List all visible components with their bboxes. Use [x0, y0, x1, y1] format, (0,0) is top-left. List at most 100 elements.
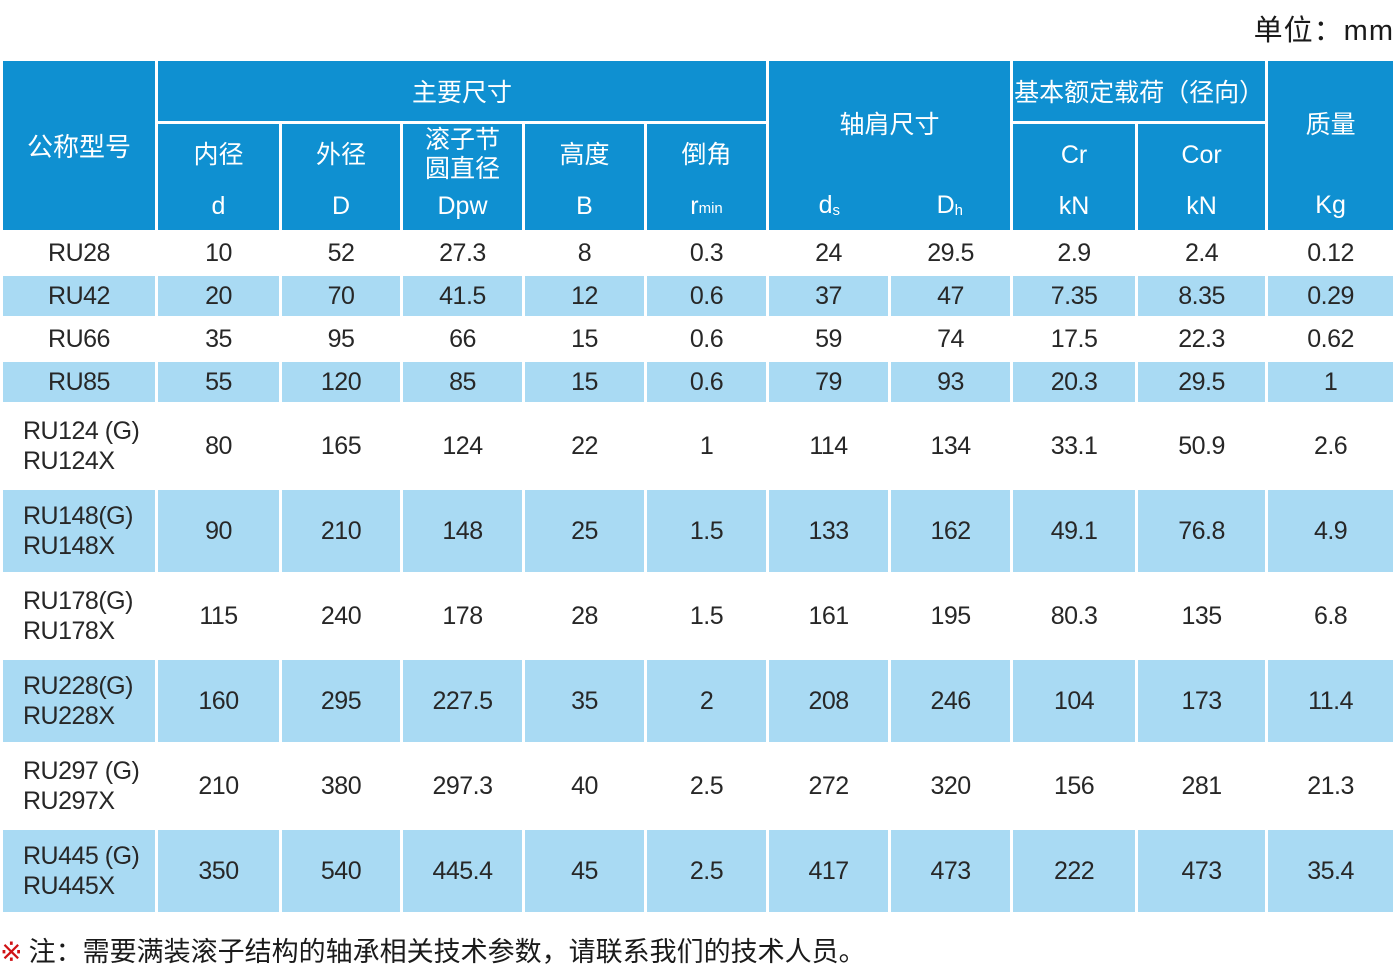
value-cell: 74: [891, 319, 1011, 359]
model-cell: RU178(G) RU178X: [3, 575, 155, 657]
value-cell: 8: [525, 233, 644, 273]
value-cell: 2.6: [1268, 405, 1394, 487]
value-cell: 35: [158, 319, 279, 359]
value-cell: 25: [525, 490, 644, 572]
value-cell: 80.3: [1013, 575, 1136, 657]
value-cell: 297.3: [403, 745, 522, 827]
value-cell: 246: [891, 660, 1011, 742]
table-row: RU445 (G) RU445X 350 540 445.4 45 2.5 417 473 22…: [3, 830, 1394, 912]
value-cell: 540: [282, 830, 400, 912]
value-cell: 2.9: [1013, 233, 1136, 273]
value-cell: 1: [1268, 362, 1394, 402]
model-cell: RU42: [3, 276, 155, 316]
value-cell: 52: [282, 233, 400, 273]
value-cell: 6.8: [1268, 575, 1394, 657]
value-cell: 79: [769, 362, 889, 402]
value-cell: 272: [769, 745, 889, 827]
col-header-chamfer: 倒角 r min: [647, 124, 767, 230]
value-cell: 208: [769, 660, 889, 742]
col-header-inner-diameter: 内径 d: [158, 124, 279, 230]
value-cell: 178: [403, 575, 522, 657]
table-row: RU228(G) RU228X 160 295 227.5 35 2 208 246 104 17…: [3, 660, 1394, 742]
value-cell: 104: [1013, 660, 1136, 742]
col-header-height: 高度 B: [525, 124, 644, 230]
value-cell: 240: [282, 575, 400, 657]
model-cell: RU85: [3, 362, 155, 402]
value-cell: 0.29: [1268, 276, 1394, 316]
value-cell: 222: [1013, 830, 1136, 912]
model-cell: RU297 (G) RU297X: [3, 745, 155, 827]
value-cell: 35: [525, 660, 644, 742]
value-cell: 37: [769, 276, 889, 316]
value-cell: 7.35: [1013, 276, 1136, 316]
model-cell: RU124 (G) RU124X: [3, 405, 155, 487]
value-cell: 114: [769, 405, 889, 487]
bearing-spec-table: 公称型号 主要尺寸 轴肩尺寸 ds Dh 基本额定载荷（径向） 质量: [0, 58, 1396, 915]
value-cell: 380: [282, 745, 400, 827]
value-cell: 350: [158, 830, 279, 912]
value-cell: 20: [158, 276, 279, 316]
table-row: RU85 55 120 85 15 0.6 79 93 20.3 29.5 1: [3, 362, 1394, 402]
value-cell: 85: [403, 362, 522, 402]
value-cell: 0.6: [647, 319, 767, 359]
value-cell: 29.5: [891, 233, 1011, 273]
value-cell: 148: [403, 490, 522, 572]
value-cell: 24: [769, 233, 889, 273]
value-cell: 17.5: [1013, 319, 1136, 359]
value-cell: 124: [403, 405, 522, 487]
value-cell: 210: [158, 745, 279, 827]
value-cell: 4.9: [1268, 490, 1394, 572]
value-cell: 8.35: [1138, 276, 1266, 316]
value-cell: 0.3: [647, 233, 767, 273]
col-header-cor: Cor kN: [1138, 124, 1266, 230]
value-cell: 10: [158, 233, 279, 273]
value-cell: 161: [769, 575, 889, 657]
unit-label: 单位：mm: [1253, 15, 1394, 47]
value-cell: 11.4: [1268, 660, 1394, 742]
value-cell: 40: [525, 745, 644, 827]
value-cell: 21.3: [1268, 745, 1394, 827]
col-group-basic-load-rating: 基本额定载荷（径向）: [1013, 61, 1266, 121]
mass-title: 质量: [1305, 110, 1356, 139]
value-cell: 0.6: [647, 362, 767, 402]
col-header-dh: Dh: [936, 191, 964, 219]
col-header-outer-diameter: 外径 D: [282, 124, 400, 230]
table-row: RU148(G) RU148X 90 210 148 25 1.5 133 162 49.1 76…: [3, 490, 1394, 572]
model-cell: RU28: [3, 233, 155, 273]
value-cell: 50.9: [1138, 405, 1266, 487]
table-row: RU178(G) RU178X 115 240 178 28 1.5 161 195 80.3 1…: [3, 575, 1394, 657]
value-cell: 95: [282, 319, 400, 359]
model-cell: RU66: [3, 319, 155, 359]
value-cell: 76.8: [1138, 490, 1266, 572]
value-cell: 0.62: [1268, 319, 1394, 359]
value-cell: 47: [891, 276, 1011, 316]
value-cell: 35.4: [1268, 830, 1394, 912]
value-cell: 1: [647, 405, 767, 487]
value-cell: 281: [1138, 745, 1266, 827]
value-cell: 90: [158, 490, 279, 572]
value-cell: 473: [1138, 830, 1266, 912]
value-cell: 12: [525, 276, 644, 316]
value-cell: 195: [891, 575, 1011, 657]
value-cell: 210: [282, 490, 400, 572]
value-cell: 28: [525, 575, 644, 657]
value-cell: 66: [403, 319, 522, 359]
value-cell: 59: [769, 319, 889, 359]
col-header-model: 公称型号: [3, 61, 155, 230]
col-group-main-dimensions: 主要尺寸: [158, 61, 767, 121]
value-cell: 2.5: [647, 745, 767, 827]
value-cell: 70: [282, 276, 400, 316]
value-cell: 20.3: [1013, 362, 1136, 402]
value-cell: 162: [891, 490, 1011, 572]
value-cell: 27.3: [403, 233, 522, 273]
value-cell: 473: [891, 830, 1011, 912]
footnote-marker: ※: [0, 937, 23, 967]
value-cell: 80: [158, 405, 279, 487]
model-cell: RU148(G) RU148X: [3, 490, 155, 572]
value-cell: 0.12: [1268, 233, 1394, 273]
model-cell: RU228(G) RU228X: [3, 660, 155, 742]
value-cell: 55: [158, 362, 279, 402]
value-cell: 15: [525, 319, 644, 359]
value-cell: 156: [1013, 745, 1136, 827]
